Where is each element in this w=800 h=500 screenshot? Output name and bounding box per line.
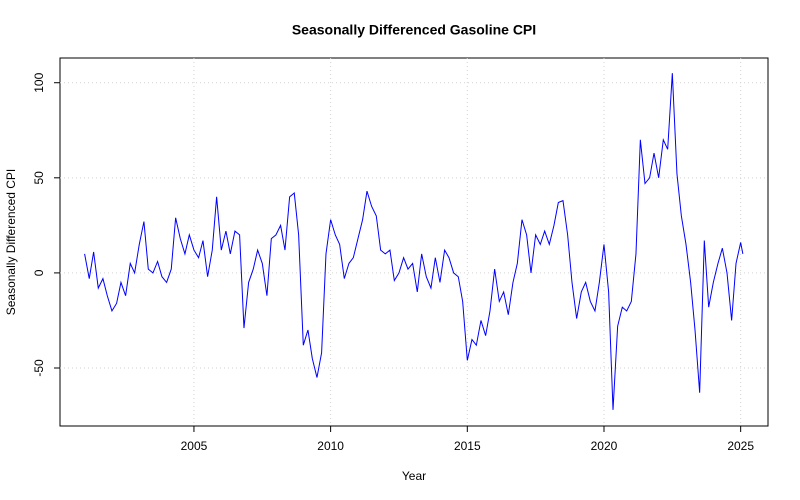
x-tick-label: 2020 (591, 439, 618, 453)
line-series (84, 73, 744, 410)
plot-frame (59, 57, 769, 427)
y-tick-label: -50 (32, 359, 46, 377)
chart-title: Seasonally Differenced Gasoline CPI (292, 22, 536, 38)
x-tick-label: 2010 (317, 439, 344, 453)
y-tick-label: 100 (32, 72, 46, 92)
x-axis-label: Year (402, 469, 426, 483)
x-tick-label: 2015 (454, 439, 481, 453)
y-axis-label: Seasonally Differenced CPI (4, 169, 18, 316)
x-tick-label: 2025 (727, 439, 754, 453)
y-tick-label: 50 (32, 171, 46, 185)
y-tick-label: 0 (32, 269, 46, 276)
x-tick-label: 2005 (181, 439, 208, 453)
